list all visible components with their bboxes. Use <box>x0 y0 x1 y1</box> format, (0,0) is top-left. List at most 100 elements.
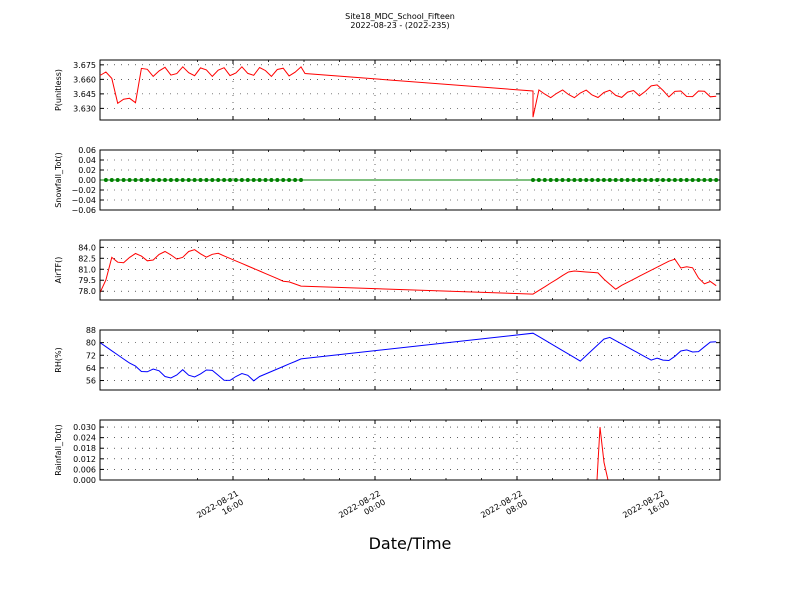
y-tick-label: 0.006 <box>73 465 96 474</box>
y-tick-label: 78.0 <box>78 287 96 296</box>
y-axis-label: Rainfall_Tot() <box>54 424 63 476</box>
data-point <box>714 178 719 182</box>
y-tick-label: 82.5 <box>78 254 96 263</box>
data-point <box>554 178 559 182</box>
data-point <box>560 178 565 182</box>
data-point <box>180 178 185 182</box>
data-point <box>607 178 612 182</box>
data-point <box>216 178 221 182</box>
y-tick-label: 0.02 <box>78 166 96 175</box>
series-line <box>99 66 717 118</box>
data-point <box>133 178 138 182</box>
data-point <box>109 178 114 182</box>
data-point <box>702 178 707 182</box>
y-tick-label: 0.012 <box>73 455 96 464</box>
data-point <box>625 178 630 182</box>
data-point <box>601 178 606 182</box>
data-point <box>542 178 547 182</box>
data-point <box>157 178 162 182</box>
y-tick-label: 3.645 <box>73 90 96 99</box>
data-point <box>637 178 642 182</box>
series-line <box>100 427 720 481</box>
x-axis-label: Date/Time <box>368 534 452 553</box>
series-line <box>99 332 717 382</box>
y-tick-label: 0.000 <box>73 476 96 485</box>
data-point <box>566 178 571 182</box>
data-point <box>115 178 120 182</box>
data-point <box>578 178 583 182</box>
data-point <box>192 178 197 182</box>
data-point <box>245 178 250 182</box>
data-point <box>145 178 150 182</box>
data-point <box>293 178 298 182</box>
data-point <box>151 178 156 182</box>
y-tick-label: 0.06 <box>78 146 96 155</box>
y-tick-label: 56 <box>86 377 96 386</box>
data-point <box>696 178 701 182</box>
data-point <box>596 178 600 182</box>
data-point <box>672 178 677 182</box>
data-point <box>613 178 618 182</box>
data-point <box>690 178 695 182</box>
data-point <box>548 178 553 182</box>
data-point <box>643 178 648 182</box>
data-point <box>531 178 535 182</box>
y-axis-label: RH(%) <box>54 347 63 372</box>
data-point <box>287 178 292 182</box>
y-tick-label: 0.00 <box>78 176 96 185</box>
data-point <box>584 178 589 182</box>
data-point <box>572 178 577 182</box>
y-tick-label: 88 <box>86 326 96 335</box>
y-axis-label: Snowfall_Tot() <box>54 152 63 208</box>
data-point <box>174 178 179 182</box>
y-tick-label: 3.675 <box>73 61 96 70</box>
data-point <box>228 178 232 182</box>
data-point <box>661 178 665 182</box>
y-tick-label: 0.04 <box>78 156 96 165</box>
data-point <box>666 178 671 182</box>
data-point <box>678 178 683 182</box>
data-point <box>708 178 713 182</box>
y-tick-label: 0.018 <box>73 444 96 453</box>
data-point <box>204 178 209 182</box>
data-point <box>684 178 689 182</box>
y-tick-label: 0.024 <box>73 434 96 443</box>
y-tick-label: 84.0 <box>78 243 96 252</box>
data-point <box>619 178 624 182</box>
data-point <box>163 178 167 182</box>
data-point <box>649 178 654 182</box>
data-point <box>655 178 660 182</box>
y-axis-label: P(unitless) <box>54 69 63 111</box>
y-tick-label: −0.04 <box>71 196 96 205</box>
y-axis-label: AirTF() <box>54 257 63 284</box>
y-tick-label: −0.06 <box>71 206 96 215</box>
data-point <box>186 178 191 182</box>
data-point <box>222 178 227 182</box>
chart-title: Site18_MDC_School_Fifteen <box>345 12 455 21</box>
data-point <box>251 178 256 182</box>
data-point <box>275 178 280 182</box>
y-tick-label: 3.630 <box>73 104 96 113</box>
y-tick-label: 79.5 <box>78 276 96 285</box>
data-point <box>168 178 173 182</box>
y-tick-label: 64 <box>86 364 96 373</box>
data-point <box>210 178 215 182</box>
data-point <box>299 178 303 182</box>
data-point <box>127 178 132 182</box>
axes-frame <box>99 239 721 301</box>
data-point <box>269 178 274 182</box>
data-point <box>536 178 541 182</box>
data-point <box>631 178 636 182</box>
y-tick-label: −0.02 <box>71 186 96 195</box>
data-point <box>103 178 108 182</box>
data-point <box>590 178 595 182</box>
axes-frame <box>99 329 721 391</box>
data-point <box>239 178 244 182</box>
data-point <box>263 178 268 182</box>
series-line <box>99 249 717 295</box>
